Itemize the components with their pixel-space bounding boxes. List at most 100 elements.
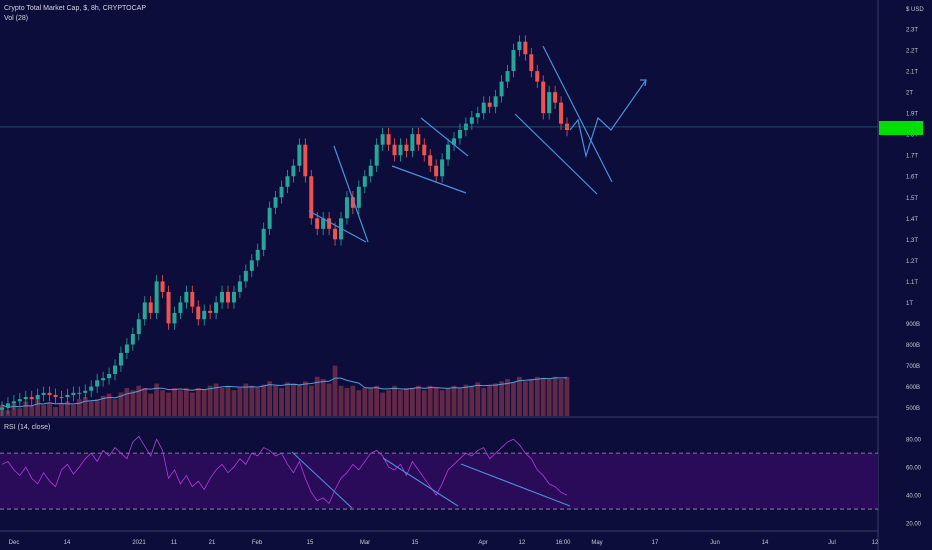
volume-bar [106,393,112,416]
volume-bar [493,383,499,416]
volume-bar [487,385,493,416]
price-axis-tick: 800B [906,343,920,349]
volume-bar [534,376,540,416]
volume-bar [136,385,142,416]
trendline-drawing[interactable] [333,145,369,243]
candle-body [457,129,462,139]
rsi-trendline-drawing[interactable] [460,463,571,507]
candle-body [356,186,361,208]
projection-path-drawing[interactable] [569,79,647,159]
candle-body [249,260,254,271]
time-axis-tick: Jul [828,540,836,546]
volume-bar [344,388,350,416]
trendline-drawing[interactable] [542,45,613,183]
volume-bar [249,385,255,416]
volume-bar [23,401,29,416]
current-price-tag [879,120,923,135]
rsi-legend-title[interactable]: RSI (14, close) [4,424,51,431]
candle-body [344,197,349,219]
candle-body [547,92,552,114]
price-legend-title[interactable]: Crypto Total Market Cap, $, 8h, CRYPTOCA… [4,5,147,12]
candle-body [220,291,225,303]
volume-bar [546,379,552,416]
candle-body [446,144,451,160]
candle-body [327,218,332,229]
volume-bar [350,385,356,416]
volume-bar [29,405,35,416]
volume-bar [558,379,564,416]
volume-bar [433,388,439,416]
candle-body [535,71,540,82]
volume-bar [166,392,171,416]
volume-bar [65,401,70,416]
volume-bar [415,385,421,416]
volume-bar [326,383,332,416]
rsi-band [0,453,878,510]
volume-bar [499,381,504,416]
candle-body [196,306,201,320]
candle-body [350,197,355,208]
candle-body [41,392,46,395]
candle-body [95,380,100,387]
rsi-trendline-drawing[interactable] [291,451,353,509]
volume-bar [178,390,183,416]
time-axis-tick: 15 [412,540,419,546]
candle-body [499,81,504,97]
price-axis-tick: 900B [906,322,920,328]
candle-body [553,92,558,103]
volume-bar [273,385,278,416]
candle-body [452,138,456,145]
projection-arrowhead[interactable] [640,79,647,87]
volume-bar [409,388,415,416]
candle-body [273,197,278,208]
volume-bar [41,404,47,416]
candle-body [261,228,266,250]
volume-bar [552,376,558,416]
candle-body [297,144,302,166]
volume-bar [124,388,130,416]
volume-bar [148,393,154,416]
time-axis-tick: 12 [872,540,879,546]
price-axis-tick: 500B [906,406,920,412]
candle-body [190,291,195,307]
candle-body [279,186,284,198]
trendline-drawing[interactable] [391,165,467,194]
candle-body [481,102,486,114]
volume-bar [189,392,195,416]
rsi-trendline-drawing[interactable] [382,457,459,507]
candle-body [362,176,367,187]
rsi-axis-tick: 80.00 [906,438,922,444]
candle-body [237,281,242,292]
candle-body [493,96,498,107]
candle-body [124,344,129,353]
volume-bar [368,388,374,416]
volume-legend-title[interactable]: Vol (28) [4,15,29,22]
volume-bar [53,407,58,416]
time-axis-tick: 17 [652,540,659,546]
candle-body [23,397,28,400]
trendline-drawing[interactable] [420,117,469,157]
volume-bar [225,385,231,416]
time-axis-tick: 2021 [132,540,146,546]
candle-body [107,373,112,379]
volume-bar [522,381,528,416]
price-axis-tick: 2.1T [906,70,918,76]
volume-bar [255,388,261,416]
time-axis-tick: Apr [478,540,487,546]
volume-bar [505,379,510,416]
volume-bar [213,383,219,416]
candle-body [291,165,296,177]
volume-bar [374,385,380,416]
volume-bar [386,390,391,416]
trendline-drawing[interactable] [308,210,367,243]
volume-bar [421,390,427,416]
candle-body [422,144,427,156]
price-axis-tick: 2.3T [906,28,918,34]
volume-bar [291,383,296,416]
volume-bar [528,379,534,416]
trendline-drawing[interactable] [514,113,598,195]
candle-body [142,302,147,320]
candle-body [118,352,123,366]
